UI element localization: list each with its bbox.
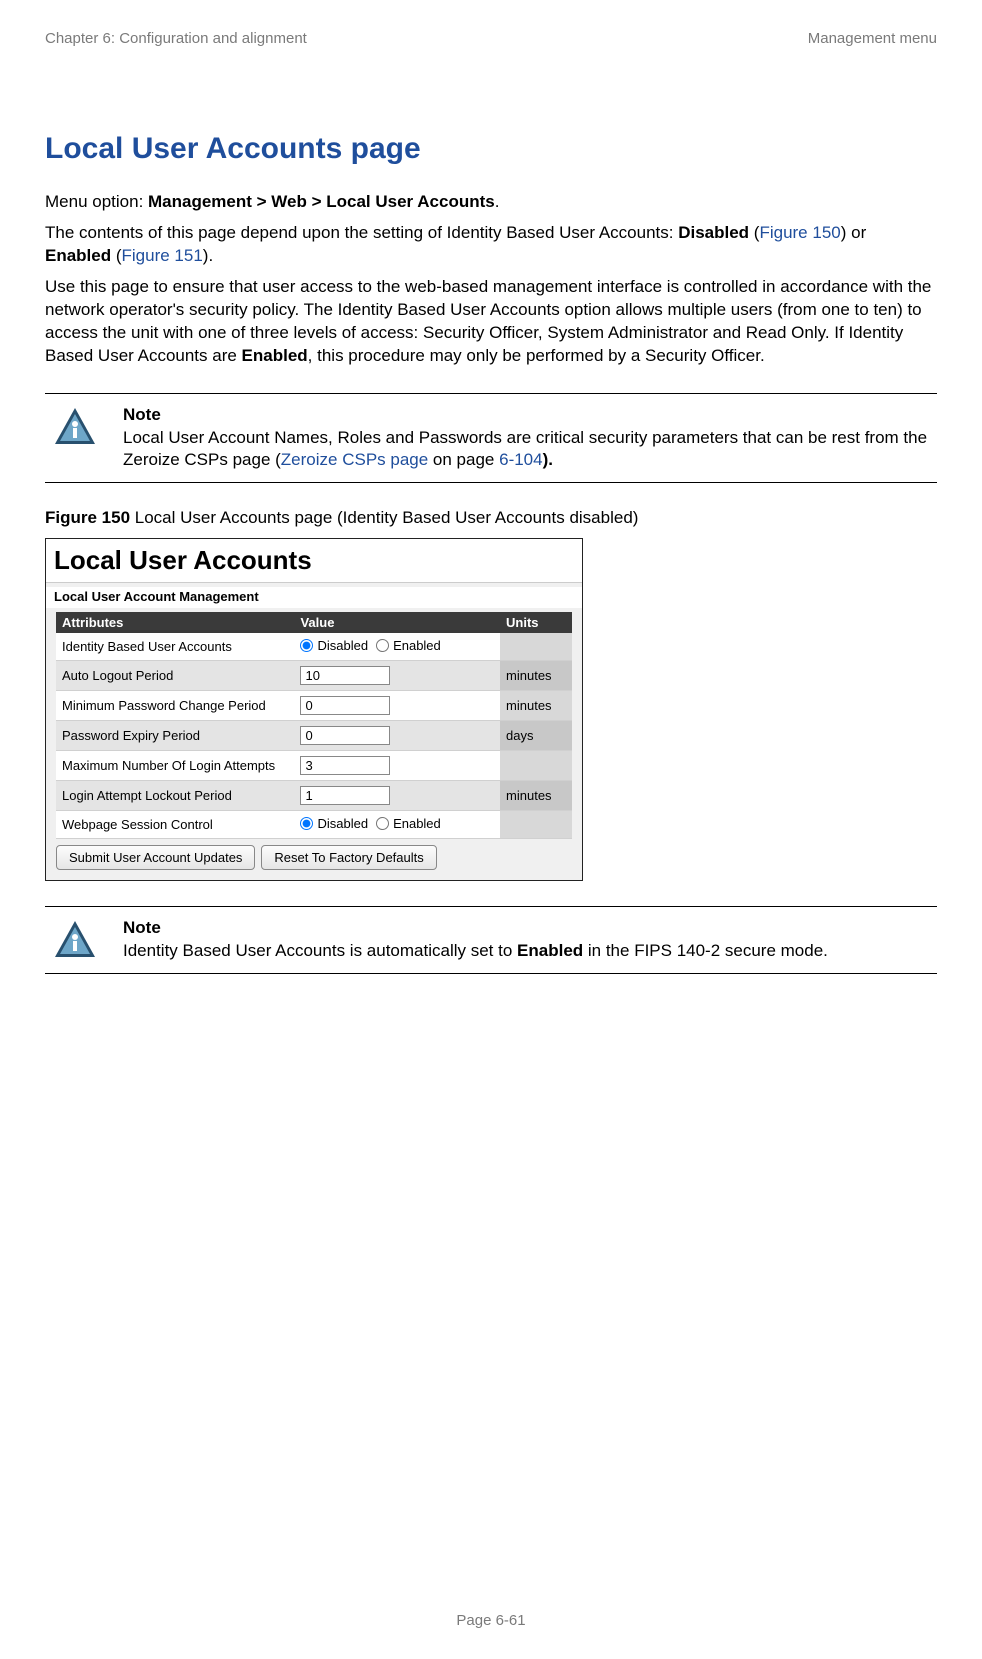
paragraph-1: The contents of this page depend upon th… [45,222,937,268]
radio-label: Enabled [393,638,441,653]
page-footer: Page 6-61 [0,1612,982,1629]
attr-cell: Webpage Session Control [56,811,294,839]
th-value: Value [294,612,500,633]
value-cell [294,691,500,721]
p1-t5: ). [203,246,213,265]
p1-t1: The contents of this page depend upon th… [45,223,678,242]
note1-t2: on page [428,450,499,469]
menu-option-line: Menu option: Management > Web > Local Us… [45,191,937,214]
radio-input[interactable] [376,817,389,830]
note-icon [45,404,105,473]
value-cell [294,781,500,811]
units-cell [500,751,572,781]
note-content-2: Note Identity Based User Accounts is aut… [105,917,937,963]
page-ref-link[interactable]: 6-104 [499,450,542,469]
units-cell: minutes [500,781,572,811]
local-user-accounts-panel: Local User Accounts Local User Account M… [45,538,583,881]
units-cell [500,811,572,839]
note1-t3: ). [543,450,553,469]
note-title: Note [123,917,937,940]
note-block-1: Note Local User Account Names, Roles and… [45,393,937,484]
number-input[interactable] [300,756,390,775]
attr-cell: Maximum Number Of Login Attempts [56,751,294,781]
note-title: Note [123,404,937,427]
panel-title: Local User Accounts [46,539,582,583]
zeroize-csps-link[interactable]: Zeroize CSPs page [281,450,428,469]
figure-label: Figure 150 [45,508,130,527]
submit-button[interactable]: Submit User Account Updates [56,845,255,870]
figure-caption: Figure 150 Local User Accounts page (Ide… [45,508,937,528]
units-cell: minutes [500,691,572,721]
table-row: Minimum Password Change Period minutes [56,691,572,721]
p1-t4: ( [111,246,121,265]
th-units: Units [500,612,572,633]
p2-t2: , this procedure may only be performed b… [308,346,765,365]
figure-150-link[interactable]: Figure 150 [759,223,840,242]
panel-subtitle: Local User Account Management [46,587,582,608]
table-row: Login Attempt Lockout Period minutes [56,781,572,811]
figure-text: Local User Accounts page (Identity Based… [130,508,638,527]
number-input[interactable] [300,786,390,805]
attr-cell: Password Expiry Period [56,721,294,751]
p1-t2: ( [749,223,759,242]
number-input[interactable] [300,696,390,715]
radio-label: Enabled [393,816,441,831]
header-left: Chapter 6: Configuration and alignment [45,30,307,47]
reset-button[interactable]: Reset To Factory Defaults [261,845,436,870]
value-cell: Disabled Enabled [294,811,500,839]
number-input[interactable] [300,666,390,685]
p2-enabled: Enabled [242,346,308,365]
menu-prefix: Menu option: [45,192,148,211]
note-icon [45,917,105,963]
table-row: Password Expiry Period days [56,721,572,751]
table-row: Identity Based User Accounts Disabled Enab… [56,633,572,661]
units-cell: minutes [500,661,572,691]
radio-option[interactable]: Disabled [300,638,368,653]
radio-input[interactable] [300,817,313,830]
page-header: Chapter 6: Configuration and alignment M… [45,30,937,47]
attr-cell: Auto Logout Period [56,661,294,691]
p1-disabled: Disabled [678,223,749,242]
units-cell: days [500,721,572,751]
p1-t3: ) or [841,223,867,242]
radio-input[interactable] [376,639,389,652]
note-block-2: Note Identity Based User Accounts is aut… [45,906,937,974]
value-cell [294,661,500,691]
radio-option[interactable]: Disabled [300,816,368,831]
table-row: Webpage Session Control Disabled Enabled [56,811,572,839]
paragraph-2: Use this page to ensure that user access… [45,276,937,368]
radio-option[interactable]: Enabled [376,638,441,653]
header-right: Management menu [808,30,937,47]
button-row: Submit User Account Updates Reset To Fac… [56,839,572,870]
radio-input[interactable] [300,639,313,652]
attr-cell: Identity Based User Accounts [56,633,294,661]
note2-t2: in the FIPS 140-2 secure mode. [583,941,828,960]
radio-option[interactable]: Enabled [376,816,441,831]
th-attributes: Attributes [56,612,294,633]
attributes-table: Attributes Value Units Identity Based Us… [56,612,572,839]
table-row: Auto Logout Period minutes [56,661,572,691]
radio-label: Disabled [317,816,368,831]
attr-cell: Login Attempt Lockout Period [56,781,294,811]
menu-path: Management > Web > Local User Accounts [148,192,495,211]
attr-cell: Minimum Password Change Period [56,691,294,721]
radio-label: Disabled [317,638,368,653]
note2-bold: Enabled [517,941,583,960]
value-cell: Disabled Enabled [294,633,500,661]
note2-t1: Identity Based User Accounts is automati… [123,941,517,960]
value-cell [294,721,500,751]
menu-suffix: . [495,192,500,211]
number-input[interactable] [300,726,390,745]
value-cell [294,751,500,781]
note-content-1: Note Local User Account Names, Roles and… [105,404,937,473]
figure-151-link[interactable]: Figure 151 [122,246,203,265]
units-cell [500,633,572,661]
p1-enabled: Enabled [45,246,111,265]
section-title: Local User Accounts page [45,132,937,166]
table-row: Maximum Number Of Login Attempts [56,751,572,781]
